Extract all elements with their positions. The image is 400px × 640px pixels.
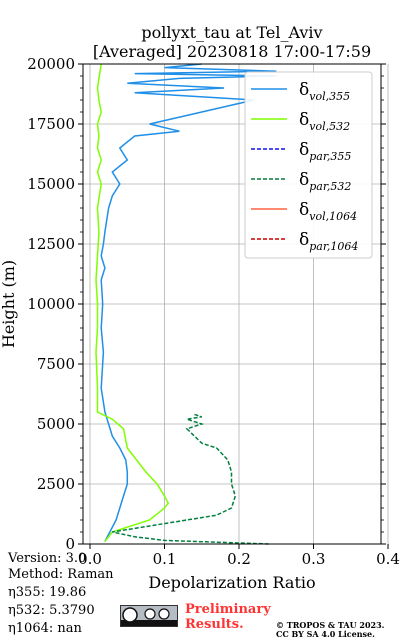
- x-axis-label: Depolarization Ratio: [148, 573, 315, 592]
- method-text: Method: Raman: [8, 567, 114, 582]
- axis-ticks: 0.0 0.1 0.2 0.3 0.4 0 2500 5000 7500 10000 12500 15…: [27, 55, 400, 568]
- y-tick-label: 15000: [27, 175, 75, 193]
- eta355-text: η355: 19.86: [8, 585, 87, 600]
- legend-label: δpar,355: [299, 140, 351, 163]
- y-tick-label: 2500: [37, 475, 75, 493]
- copyright-text: © TROPOS & TAU 2023.: [276, 620, 385, 630]
- preliminary-line2: Results.: [185, 617, 244, 632]
- version-text: Version: 3.0: [8, 551, 87, 566]
- x-tick-label: 0.0: [78, 550, 102, 568]
- y-tick-label: 7500: [37, 355, 75, 373]
- y-tick-label: 10000: [27, 295, 75, 313]
- depolarization-chart: pollyxt_tau at Tel_Aviv [Averaged] 20230…: [0, 23, 400, 592]
- legend-label: δvol,1064: [299, 200, 357, 223]
- license-text: CC BY SA 4.0 License.: [276, 629, 375, 639]
- y-tick-label: 12500: [27, 235, 75, 253]
- y-tick-label: 5000: [37, 415, 75, 433]
- chart-legend: δvol,355 δvol,532 δpar,355 δpar,532 δvol,106…: [244, 71, 373, 259]
- series-line-3: [112, 413, 269, 545]
- y-axis-label: Height (m): [0, 260, 18, 348]
- x-tick-label: 0.2: [227, 550, 251, 568]
- y-tick-label: 17500: [27, 115, 75, 133]
- eta1064-text: η1064: nan: [8, 621, 82, 636]
- chart-title: pollyxt_tau at Tel_Aviv: [141, 23, 322, 42]
- series-line-1: [95, 63, 170, 543]
- x-tick-label: 0.1: [153, 550, 177, 568]
- x-tick-label: 0.4: [376, 550, 400, 568]
- eta532-text: η532: 5.3790: [8, 603, 95, 618]
- x-tick-label: 0.3: [302, 550, 326, 568]
- legend-label: δvol,532: [299, 110, 350, 133]
- y-tick-label: 0: [65, 535, 75, 553]
- legend-label: δpar,532: [299, 170, 351, 193]
- chart-subtitle: [Averaged] 20230818 17:00-17:59: [93, 42, 371, 61]
- cc-license-badge-icon: [120, 605, 178, 627]
- legend-label: δvol,355: [299, 80, 350, 103]
- series-layer: [95, 63, 277, 545]
- preliminary-line1: Preliminary: [185, 602, 271, 617]
- legend-label: δpar,1064: [299, 230, 358, 253]
- y-tick-label: 20000: [27, 55, 75, 73]
- series-line-0: [100, 63, 277, 542]
